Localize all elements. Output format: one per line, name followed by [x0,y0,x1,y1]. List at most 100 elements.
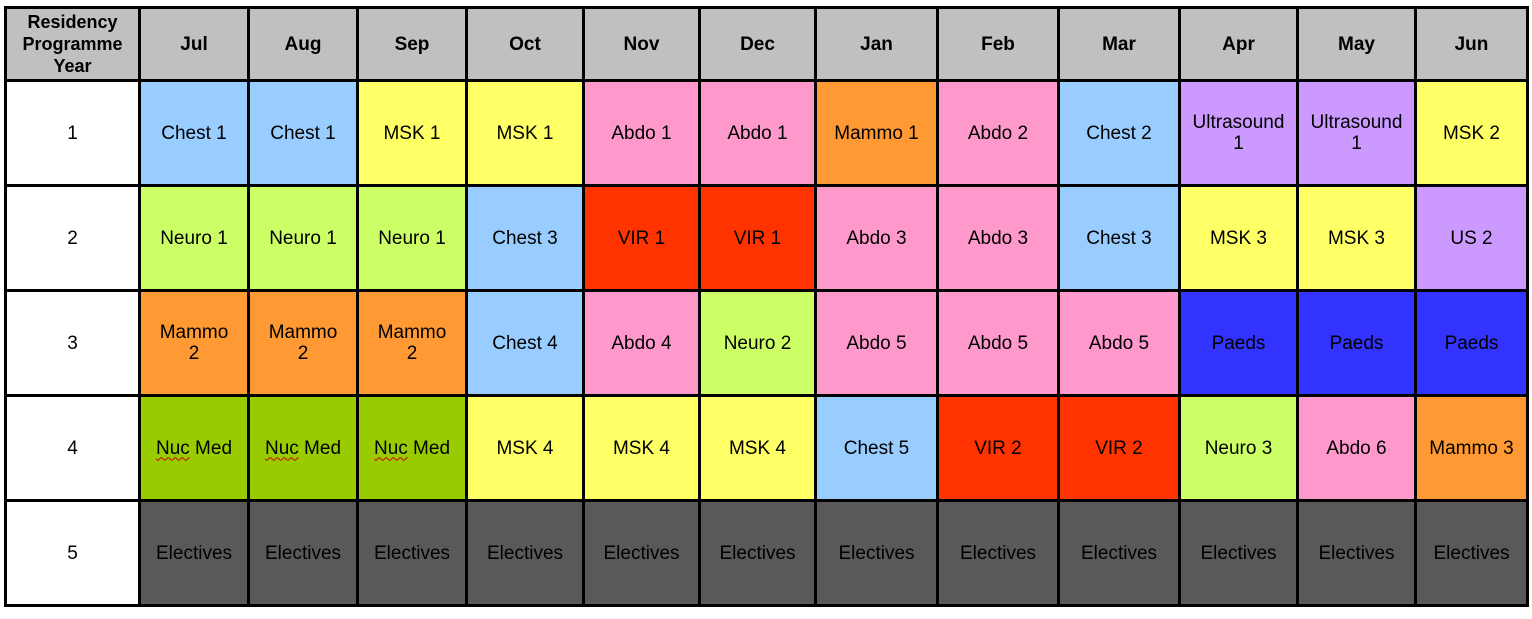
rotation-cell: Nuc Med [356,394,468,502]
rotation-label: Electives [603,542,680,564]
rotation-cell: Ultrasound 1 [1178,79,1299,187]
rotation-label: Electives [838,542,915,564]
year-row: 2 Neuro 1 Neuro 1 Neuro 1 Chest 3 VIR 1 VIR 1 A… [4,184,1529,292]
rotation-cell: Abdo 1 [698,79,817,187]
rotation-cell: Electives [1296,499,1417,607]
rotation-cell: Abdo 5 [814,289,939,397]
rotation-cell: Electives [698,499,817,607]
rotation-cell: Electives [1057,499,1181,607]
rotation-label: Nuc Med [264,437,342,459]
rotation-cell: Nuc Med [138,394,250,502]
rotation-cell: Abdo 4 [582,289,701,397]
rotation-label: Abdo 4 [611,332,672,354]
rotation-label: MSK 1 [383,122,441,144]
rotation-cell: Neuro 1 [247,184,359,292]
rotation-label: Abdo 2 [967,122,1029,144]
corner-line: Year [53,56,92,76]
rotation-label: 1 [1233,133,1244,154]
rotation-label: Abdo 5 [967,332,1029,354]
rotation-label: Neuro 1 [269,227,337,249]
rotation-label: Mammo [377,322,447,343]
rotation-label: Abdo 1 [727,122,788,144]
rotation-label: Electives [1080,542,1158,564]
rotation-cell: MSK 3 [1178,184,1299,292]
rotation-label: Electives [264,542,342,564]
rotation-cell: Chest 4 [465,289,585,397]
rotation-label: Electives [155,542,233,564]
rotation-cell: Neuro 3 [1178,394,1299,502]
month-header: Feb [936,6,1060,82]
rotation-label: Electives [373,542,451,564]
rotation-label: Mammo [268,322,338,343]
rotation-cell: Mammo 2 [356,289,468,397]
rotation-cell: Electives [936,499,1060,607]
rotation-cell: Nuc Med [247,394,359,502]
rotation-cell: MSK 1 [465,79,585,187]
month-header: Nov [582,6,701,82]
month-header: Jan [814,6,939,82]
rotation-cell: Neuro 1 [138,184,250,292]
rotation-label: Ultrasound [1192,112,1285,133]
header-row: Residency Programme Year Jul Aug Sep Oct… [4,6,1529,82]
schedule-body: 1 Chest 1 Chest 1 MSK 1 MSK 1 Abdo 1 Abdo 1 Mam… [4,79,1529,607]
rotation-cell: VIR 1 [698,184,817,292]
rotation-label: Nuc Med [155,437,233,459]
rotation-cell: Electives [465,499,585,607]
rotation-cell: Abdo 5 [1057,289,1181,397]
month-header: May [1296,6,1417,82]
rotation-cell: Abdo 2 [936,79,1060,187]
rotation-label: 1 [1351,133,1362,154]
rotation-label: MSK 4 [612,437,671,459]
year-row: 4 Nuc Med Nuc Med Nuc Med MSK 4 MSK 4 MSK 4 Che… [4,394,1529,502]
rotation-label: Chest 2 [1086,122,1152,144]
rotation-cell: US 2 [1414,184,1529,292]
rotation-cell: Chest 3 [465,184,585,292]
month-header: Jun [1414,6,1529,82]
rotation-label: Abdo 5 [1088,332,1150,354]
rotation-label: Neuro 1 [160,227,228,249]
rotation-label: VIR 2 [1095,437,1143,459]
rotation-label: Neuro 2 [723,332,792,354]
rotation-label: MSK 3 [1327,227,1386,249]
rotation-label: Chest 3 [1086,227,1152,249]
rotation-cell: Electives [814,499,939,607]
rotation-label: Electives [959,542,1037,564]
rotation-label: Mammo 1 [834,122,919,144]
rotation-label: MSK 4 [728,437,787,459]
rotation-label: Chest 3 [492,227,558,249]
rotation-label: Paeds [1329,332,1384,354]
rotation-cell: MSK 4 [698,394,817,502]
rotation-label: 2 [406,343,418,364]
rotation-label: VIR 2 [974,437,1022,459]
rotation-label: Chest 4 [492,332,558,354]
rotation-label: Neuro 3 [1204,437,1273,459]
rotation-label: Neuro 1 [378,227,446,249]
rotation-label: US 2 [1450,227,1493,249]
rotation-label: Electives [1318,542,1395,564]
rotation-label: VIR 1 [617,227,666,249]
rotation-cell: MSK 3 [1296,184,1417,292]
rotation-schedule-table: Residency Programme Year Jul Aug Sep Oct… [4,6,1529,607]
rotation-cell: Chest 2 [1057,79,1181,187]
month-header: Aug [247,6,359,82]
rotation-cell: Abdo 3 [814,184,939,292]
rotation-label: Electives [1433,542,1510,564]
rotation-cell: Electives [1414,499,1529,607]
month-header: Oct [465,6,585,82]
month-header: Sep [356,6,468,82]
rotation-cell: Mammo 2 [247,289,359,397]
rotation-label: Abdo 5 [846,332,907,354]
rotation-cell: Paeds [1296,289,1417,397]
year-cell: 3 [4,289,141,397]
rotation-cell: Abdo 5 [936,289,1060,397]
month-header: Jul [138,6,250,82]
year-row: 5 Electives Electives Electives Electives Ele… [4,499,1529,607]
rotation-cell: Chest 5 [814,394,939,502]
month-header: Dec [698,6,817,82]
rotation-cell: Neuro 1 [356,184,468,292]
rotation-label: Paeds [1444,332,1499,354]
rotation-cell: VIR 2 [936,394,1060,502]
rotation-label: Electives [719,542,796,564]
rotation-cell: Abdo 3 [936,184,1060,292]
